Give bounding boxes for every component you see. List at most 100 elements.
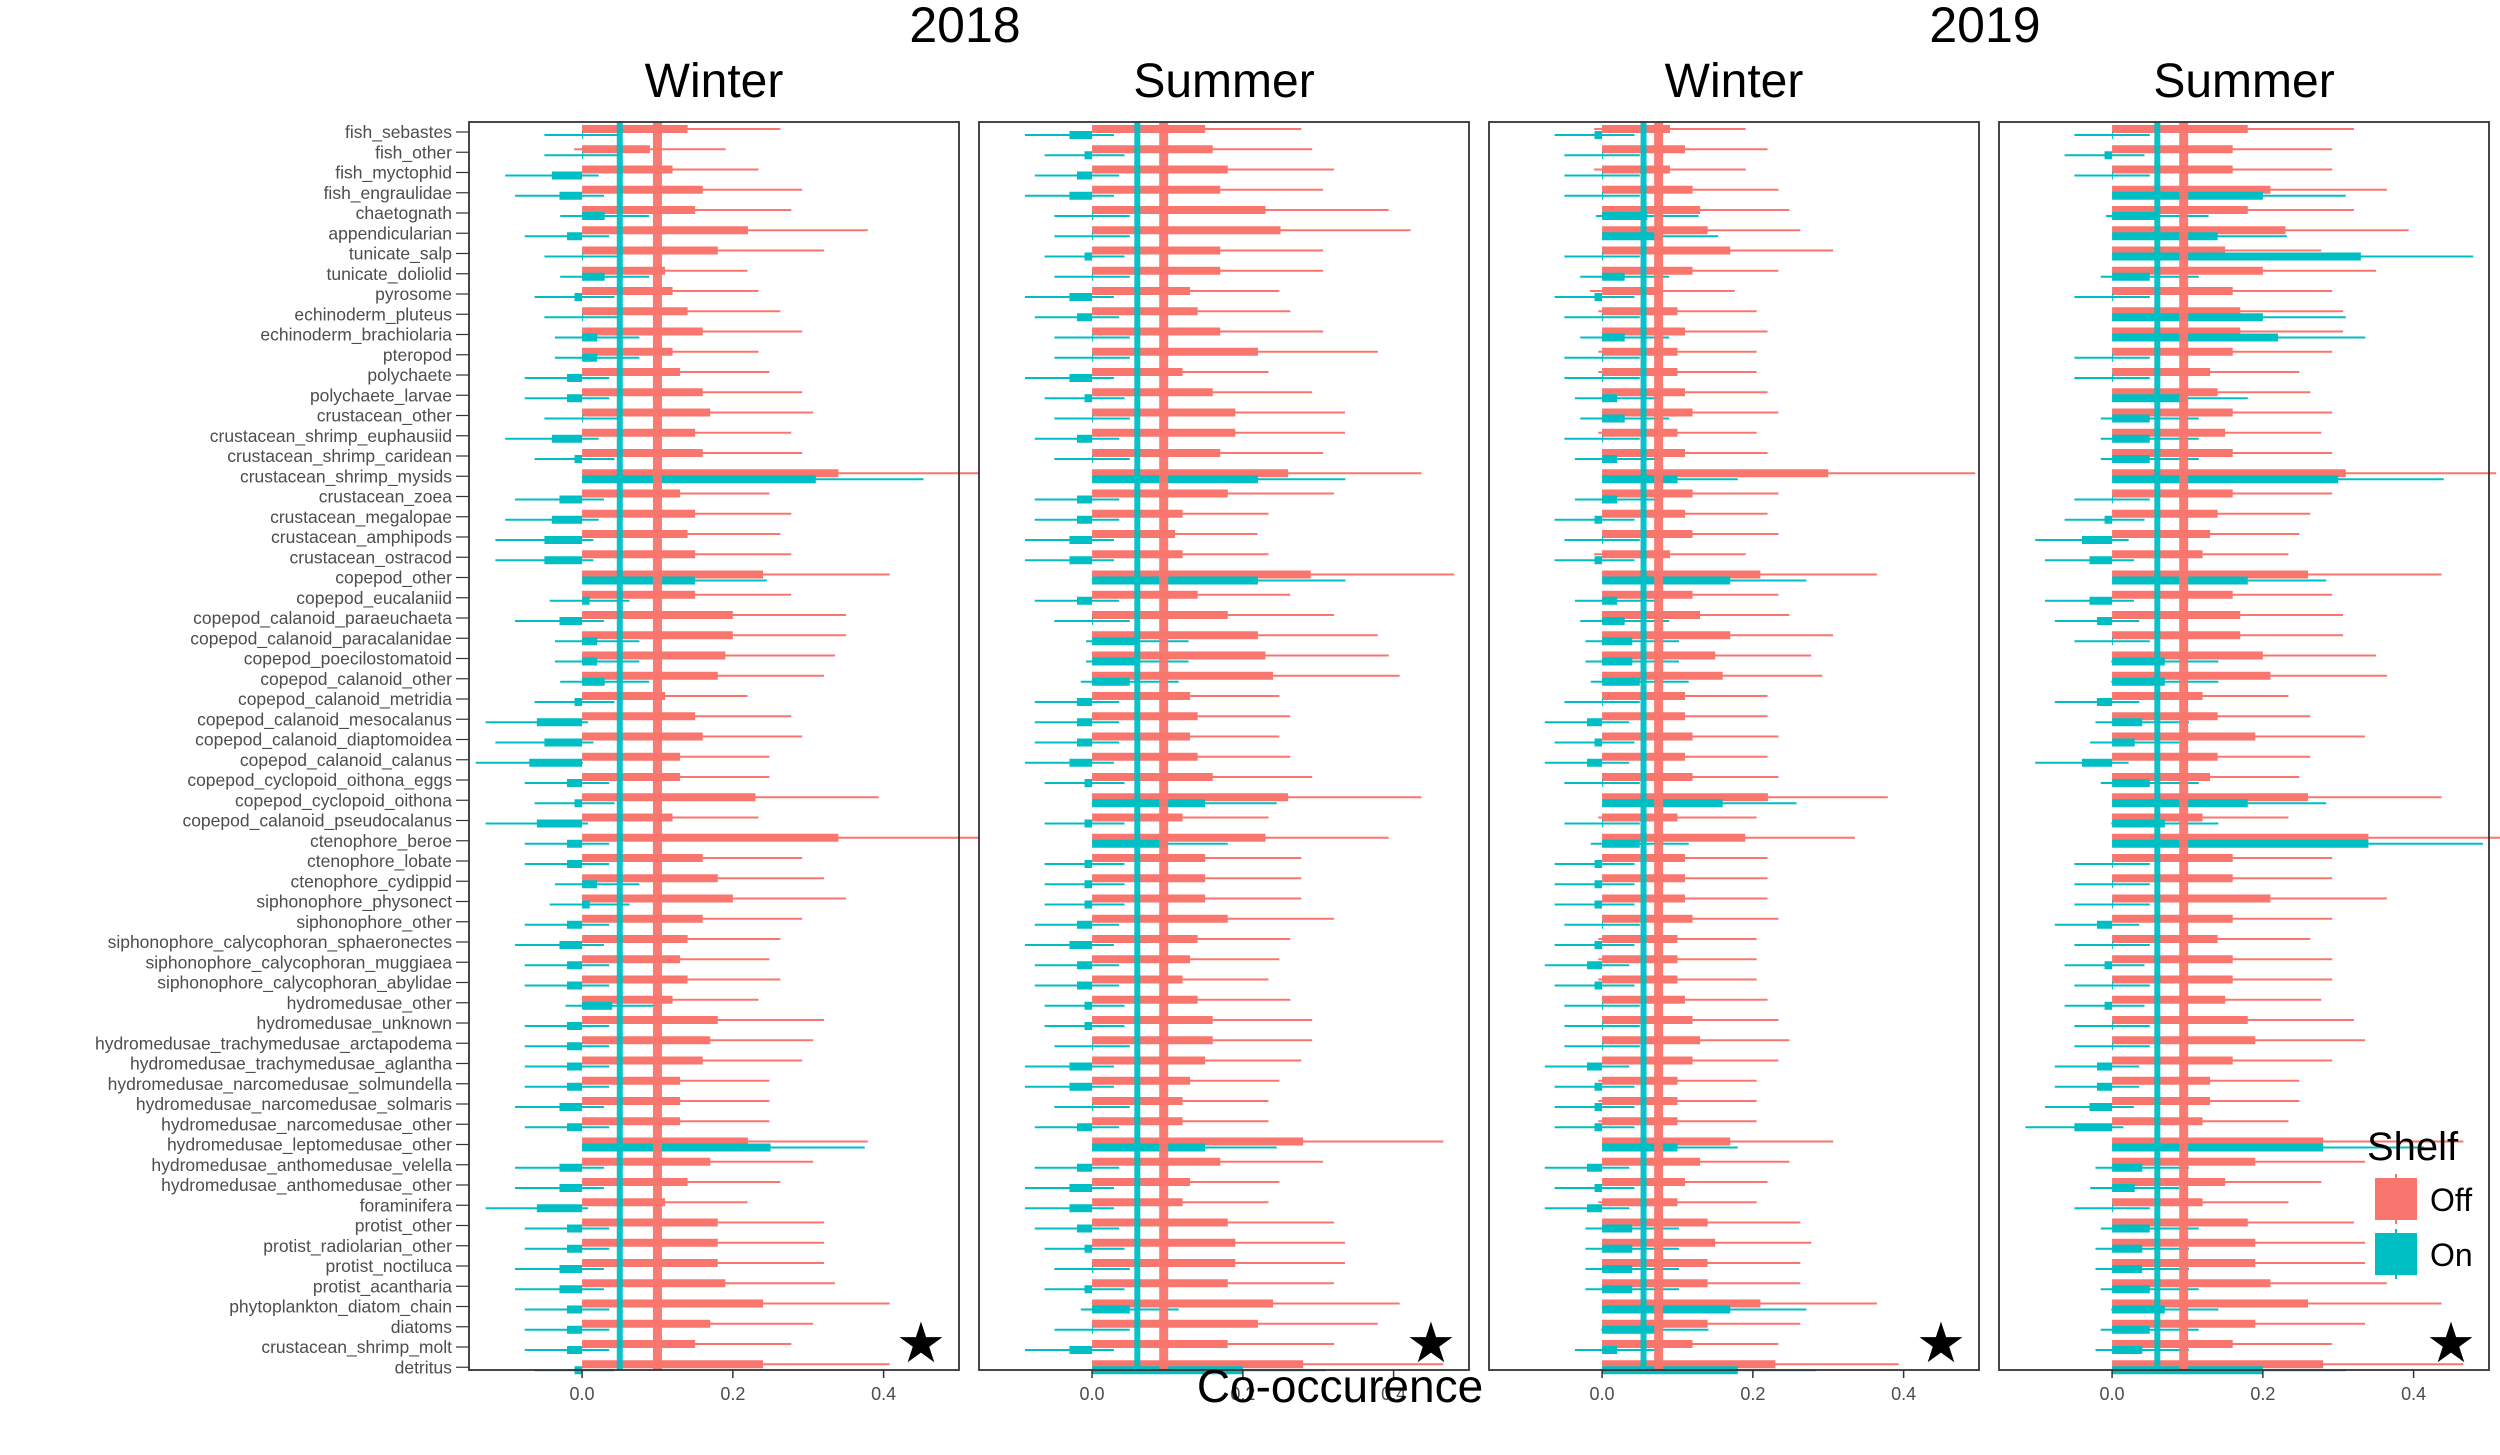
bar-off [582,874,718,883]
bar-on [1092,677,1130,686]
bar-off [582,165,673,174]
bar-on [2081,758,2113,767]
bar-on [1602,333,1625,342]
bar-off [582,773,681,781]
bar-off [582,955,681,964]
x-tick-label: 0.2 [1230,1384,1255,1404]
bar-on [2097,920,2113,929]
bar-on [1077,596,1093,605]
bar-on [1602,212,1648,220]
bar-off [1602,368,1678,376]
bar-on [1602,1265,1633,1273]
panel-border [1998,121,2490,1371]
category-label: pteropod [383,345,452,365]
bar-on [567,1042,583,1051]
bar-on [2097,1082,2113,1091]
bar-on [2112,495,2114,504]
bar-on [1602,1042,1604,1051]
bar-off [2112,327,2241,336]
bar-on [582,657,598,666]
bar-on [2112,1325,2150,1334]
bar-on [2112,819,2165,828]
bar-on [2112,131,2114,139]
bar-off [1602,631,1731,640]
bar-off [582,671,718,680]
season-title: Summer [1133,55,1314,108]
bar-on [582,313,584,322]
bar-on [567,232,583,241]
bar-off [2112,347,2233,356]
bar-on [1602,576,1731,585]
bar-on [1602,1285,1633,1294]
x-tick-label: 0.0 [1590,1384,1615,1404]
bar-off [1092,631,1258,640]
bar-off [1092,1056,1206,1065]
bar-on [1092,1103,1094,1111]
bar-off [2112,1279,2271,1288]
bar-on [2112,272,2150,281]
bar-off [2112,995,2226,1004]
bar-on [544,556,583,565]
bar-on [1077,1224,1093,1233]
bar-on [574,293,583,301]
bar-on [2074,1123,2113,1132]
bar-off [2112,712,2218,721]
category-label: copepod_eucalaniid [296,588,452,609]
bar-on [1069,556,1093,565]
bar-on [1069,1346,1093,1354]
panel-2018-summer: Summer 0.0 0.2 0.4★ [978,55,1470,1404]
bar-off [1092,246,1221,255]
category-label: copepod_calanoid_other [260,669,452,690]
bar-off [1092,287,1191,295]
category-label: polychaete_larvae [310,385,452,406]
bar-off [2112,530,2211,538]
bar-off [582,1157,711,1166]
bar-on [1594,293,1603,301]
bar-on [2104,151,2113,160]
panel-border [1488,121,1980,1371]
bar-on [2081,536,2113,544]
bar-off [582,935,688,943]
x-tick-label: 0.0 [1080,1384,1105,1404]
bar-on [1602,313,1604,322]
x-tick-label: 0.2 [1740,1384,1765,1404]
bar-off [1602,266,1693,275]
bar-off [1092,935,1198,943]
bar-on [1092,353,1094,362]
bar-on [582,1143,771,1152]
bar-on [1602,839,1640,848]
bar-off [1092,752,1198,761]
bar-on [582,252,584,261]
bar-off [2112,1137,2324,1146]
bar-on [567,1224,583,1233]
bar-on [2112,475,2339,484]
bar-on [1587,961,1603,970]
bar-on [1069,758,1093,767]
bar-off [2112,1056,2233,1065]
bar-on [582,637,598,646]
category-label: copepod_calanoid_mesocalanus [197,709,452,730]
panel-border [978,121,1470,1371]
bar-off [582,307,688,316]
bar-on [567,1244,583,1253]
bar-on [1092,1042,1094,1051]
bar-on [1602,637,1633,646]
bar-on [582,880,598,889]
season-title: Summer [2153,55,2334,108]
bar-on [1084,151,1093,160]
bar-off [1602,813,1678,822]
bar-off [582,1319,711,1328]
bar-on [1084,1001,1093,1010]
category-label: ctenophore_lobate [307,851,452,872]
bar-on [2104,961,2113,970]
bar-on [2112,1184,2135,1192]
significance-star-icon: ★ [896,1311,946,1376]
bar-on [1602,232,1663,241]
category-label: echinoderm_pluteus [294,304,452,325]
bar-off [2112,489,2233,498]
bar-on [1069,1184,1093,1192]
bar-on [1602,1022,1604,1030]
bar-on [1594,1103,1603,1111]
bar-off [582,833,839,842]
